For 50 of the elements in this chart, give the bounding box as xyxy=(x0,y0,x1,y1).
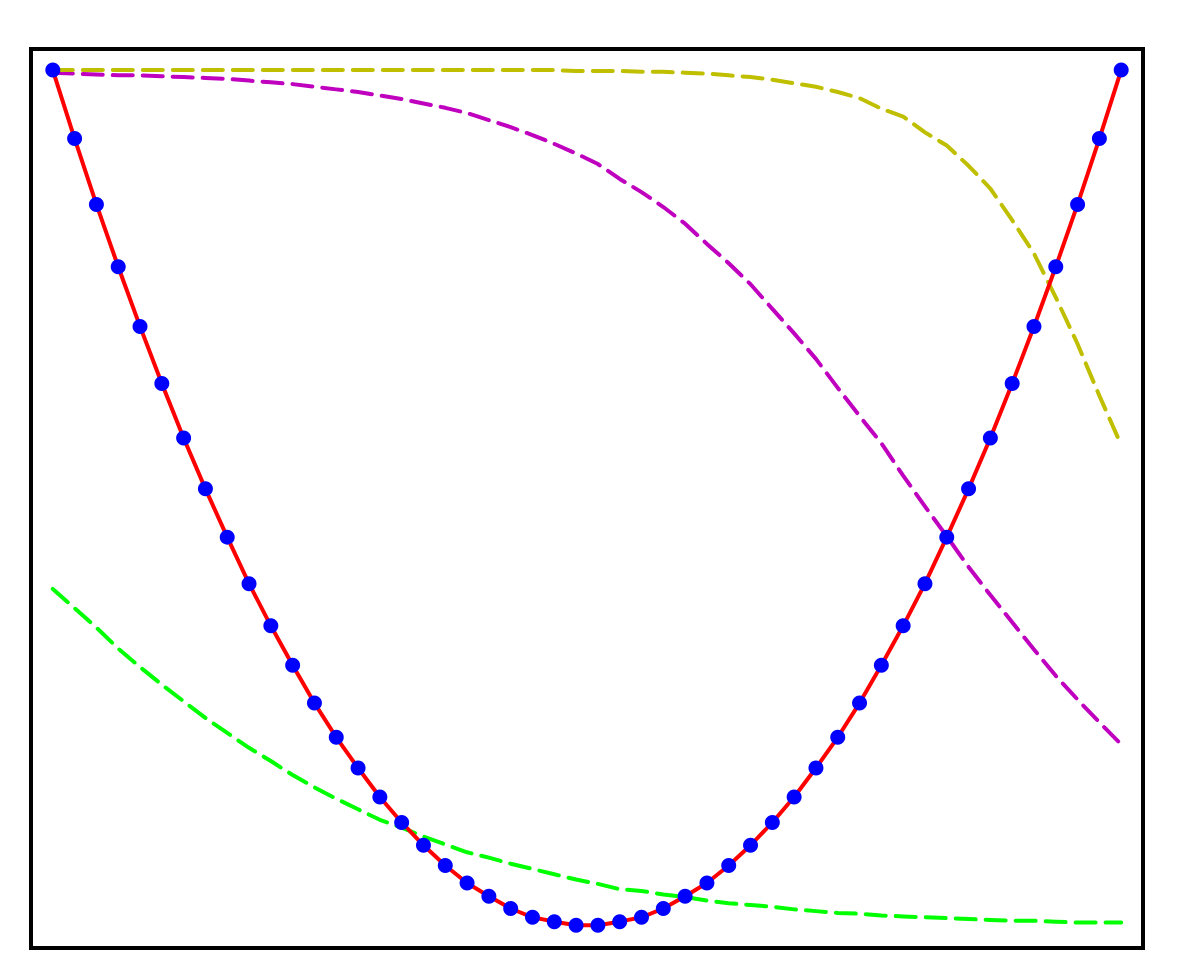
point xyxy=(917,576,933,592)
point xyxy=(154,375,170,391)
point xyxy=(982,430,998,446)
point xyxy=(328,729,344,745)
point xyxy=(612,914,628,930)
point xyxy=(481,888,497,904)
point xyxy=(568,917,584,933)
point xyxy=(830,729,846,745)
point xyxy=(306,695,322,711)
point xyxy=(263,618,279,634)
point xyxy=(132,318,148,334)
point xyxy=(546,914,562,930)
point xyxy=(1070,196,1086,212)
point xyxy=(394,814,410,830)
point xyxy=(895,618,911,634)
point xyxy=(1048,259,1064,275)
point xyxy=(1113,62,1129,78)
point xyxy=(415,837,431,853)
point xyxy=(176,430,192,446)
point xyxy=(873,657,889,673)
point xyxy=(743,837,759,853)
point xyxy=(67,131,83,147)
point xyxy=(241,576,257,592)
point xyxy=(852,695,868,711)
point xyxy=(285,657,301,673)
point xyxy=(197,481,213,497)
point xyxy=(110,259,126,275)
point xyxy=(939,529,955,545)
point xyxy=(786,789,802,805)
point xyxy=(503,901,519,916)
point xyxy=(764,814,780,830)
point xyxy=(677,888,693,904)
point xyxy=(525,909,540,925)
point xyxy=(1091,131,1107,147)
point xyxy=(961,481,977,497)
point xyxy=(655,901,671,916)
point xyxy=(721,857,737,873)
point xyxy=(88,196,104,212)
point xyxy=(1004,375,1020,391)
point xyxy=(634,909,650,925)
point xyxy=(808,760,824,776)
point xyxy=(459,875,475,891)
point xyxy=(590,917,606,933)
point xyxy=(350,760,366,776)
point xyxy=(699,875,715,891)
point xyxy=(1026,318,1042,334)
point xyxy=(219,529,235,545)
point xyxy=(45,62,61,78)
point xyxy=(437,857,453,873)
point xyxy=(372,789,388,805)
